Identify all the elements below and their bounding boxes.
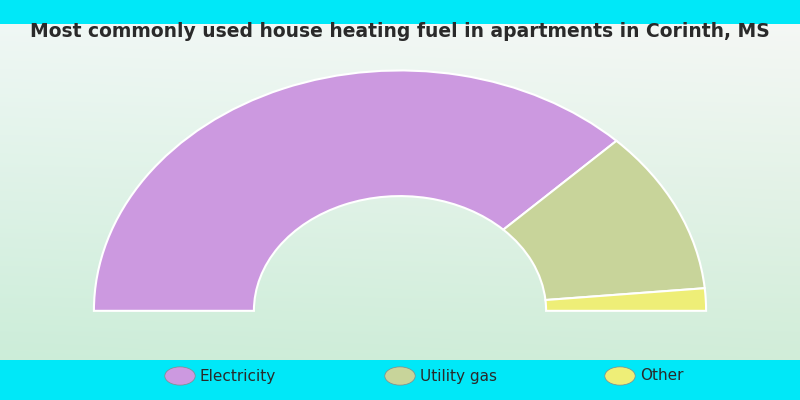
Ellipse shape (605, 367, 635, 385)
Text: Most commonly used house heating fuel in apartments in Corinth, MS: Most commonly used house heating fuel in… (30, 22, 770, 41)
Wedge shape (503, 141, 705, 300)
Text: Utility gas: Utility gas (420, 368, 497, 384)
Wedge shape (546, 288, 706, 311)
Ellipse shape (165, 367, 195, 385)
Text: Electricity: Electricity (200, 368, 276, 384)
Wedge shape (94, 70, 617, 311)
Text: Other: Other (640, 368, 683, 384)
Ellipse shape (385, 367, 415, 385)
